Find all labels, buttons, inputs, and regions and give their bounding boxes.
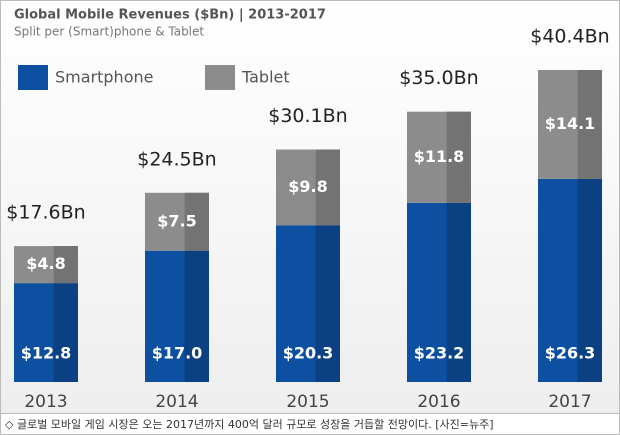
value-label: $17.0 — [152, 344, 203, 363]
bar-shade — [53, 283, 78, 382]
bar-shade — [184, 250, 209, 382]
total-label: $24.5Bn — [137, 148, 216, 170]
bar-shade — [53, 246, 78, 284]
legend-swatch — [205, 65, 235, 90]
bar-shade — [184, 192, 209, 251]
value-label: $14.1 — [545, 114, 596, 133]
bar-shade — [446, 202, 471, 382]
bar-shade — [315, 225, 340, 382]
bar-shade — [446, 111, 471, 203]
value-label: $20.3 — [283, 344, 334, 363]
legend-label: Smartphone — [55, 68, 153, 87]
x-tick-label: 2017 — [548, 392, 591, 412]
total-label: $40.4Bn — [530, 26, 609, 48]
x-tick-label: 2015 — [286, 392, 329, 412]
caption: ◇ 글로벌 모바일 게임 시장은 오는 2017년까지 400억 달러 규모로 … — [5, 417, 494, 431]
x-tick-label: 2016 — [417, 392, 460, 412]
total-label: $30.1Bn — [268, 105, 347, 127]
bar-shade — [577, 178, 602, 382]
x-tick-label: 2013 — [24, 392, 67, 412]
value-label: $26.3 — [545, 344, 596, 363]
legend-label: Tablet — [241, 68, 290, 87]
value-label: $11.8 — [414, 147, 465, 166]
chart-title: Global Mobile Revenues ($Bn) | 2013-2017 — [14, 8, 326, 23]
x-tick-label: 2014 — [155, 392, 198, 412]
chart-subtitle: Split per (Smart)phone & Tablet — [14, 25, 204, 39]
total-label: $17.6Bn — [6, 202, 85, 224]
value-label: $23.2 — [414, 344, 465, 363]
bar-shade — [577, 70, 602, 179]
value-label: $9.8 — [288, 177, 327, 196]
value-label: $12.8 — [21, 344, 72, 363]
total-label: $35.0Bn — [399, 67, 478, 89]
legend-swatch — [18, 65, 48, 90]
value-label: $7.5 — [157, 211, 196, 230]
value-label: $4.8 — [26, 254, 65, 273]
bar-shade — [315, 149, 340, 226]
